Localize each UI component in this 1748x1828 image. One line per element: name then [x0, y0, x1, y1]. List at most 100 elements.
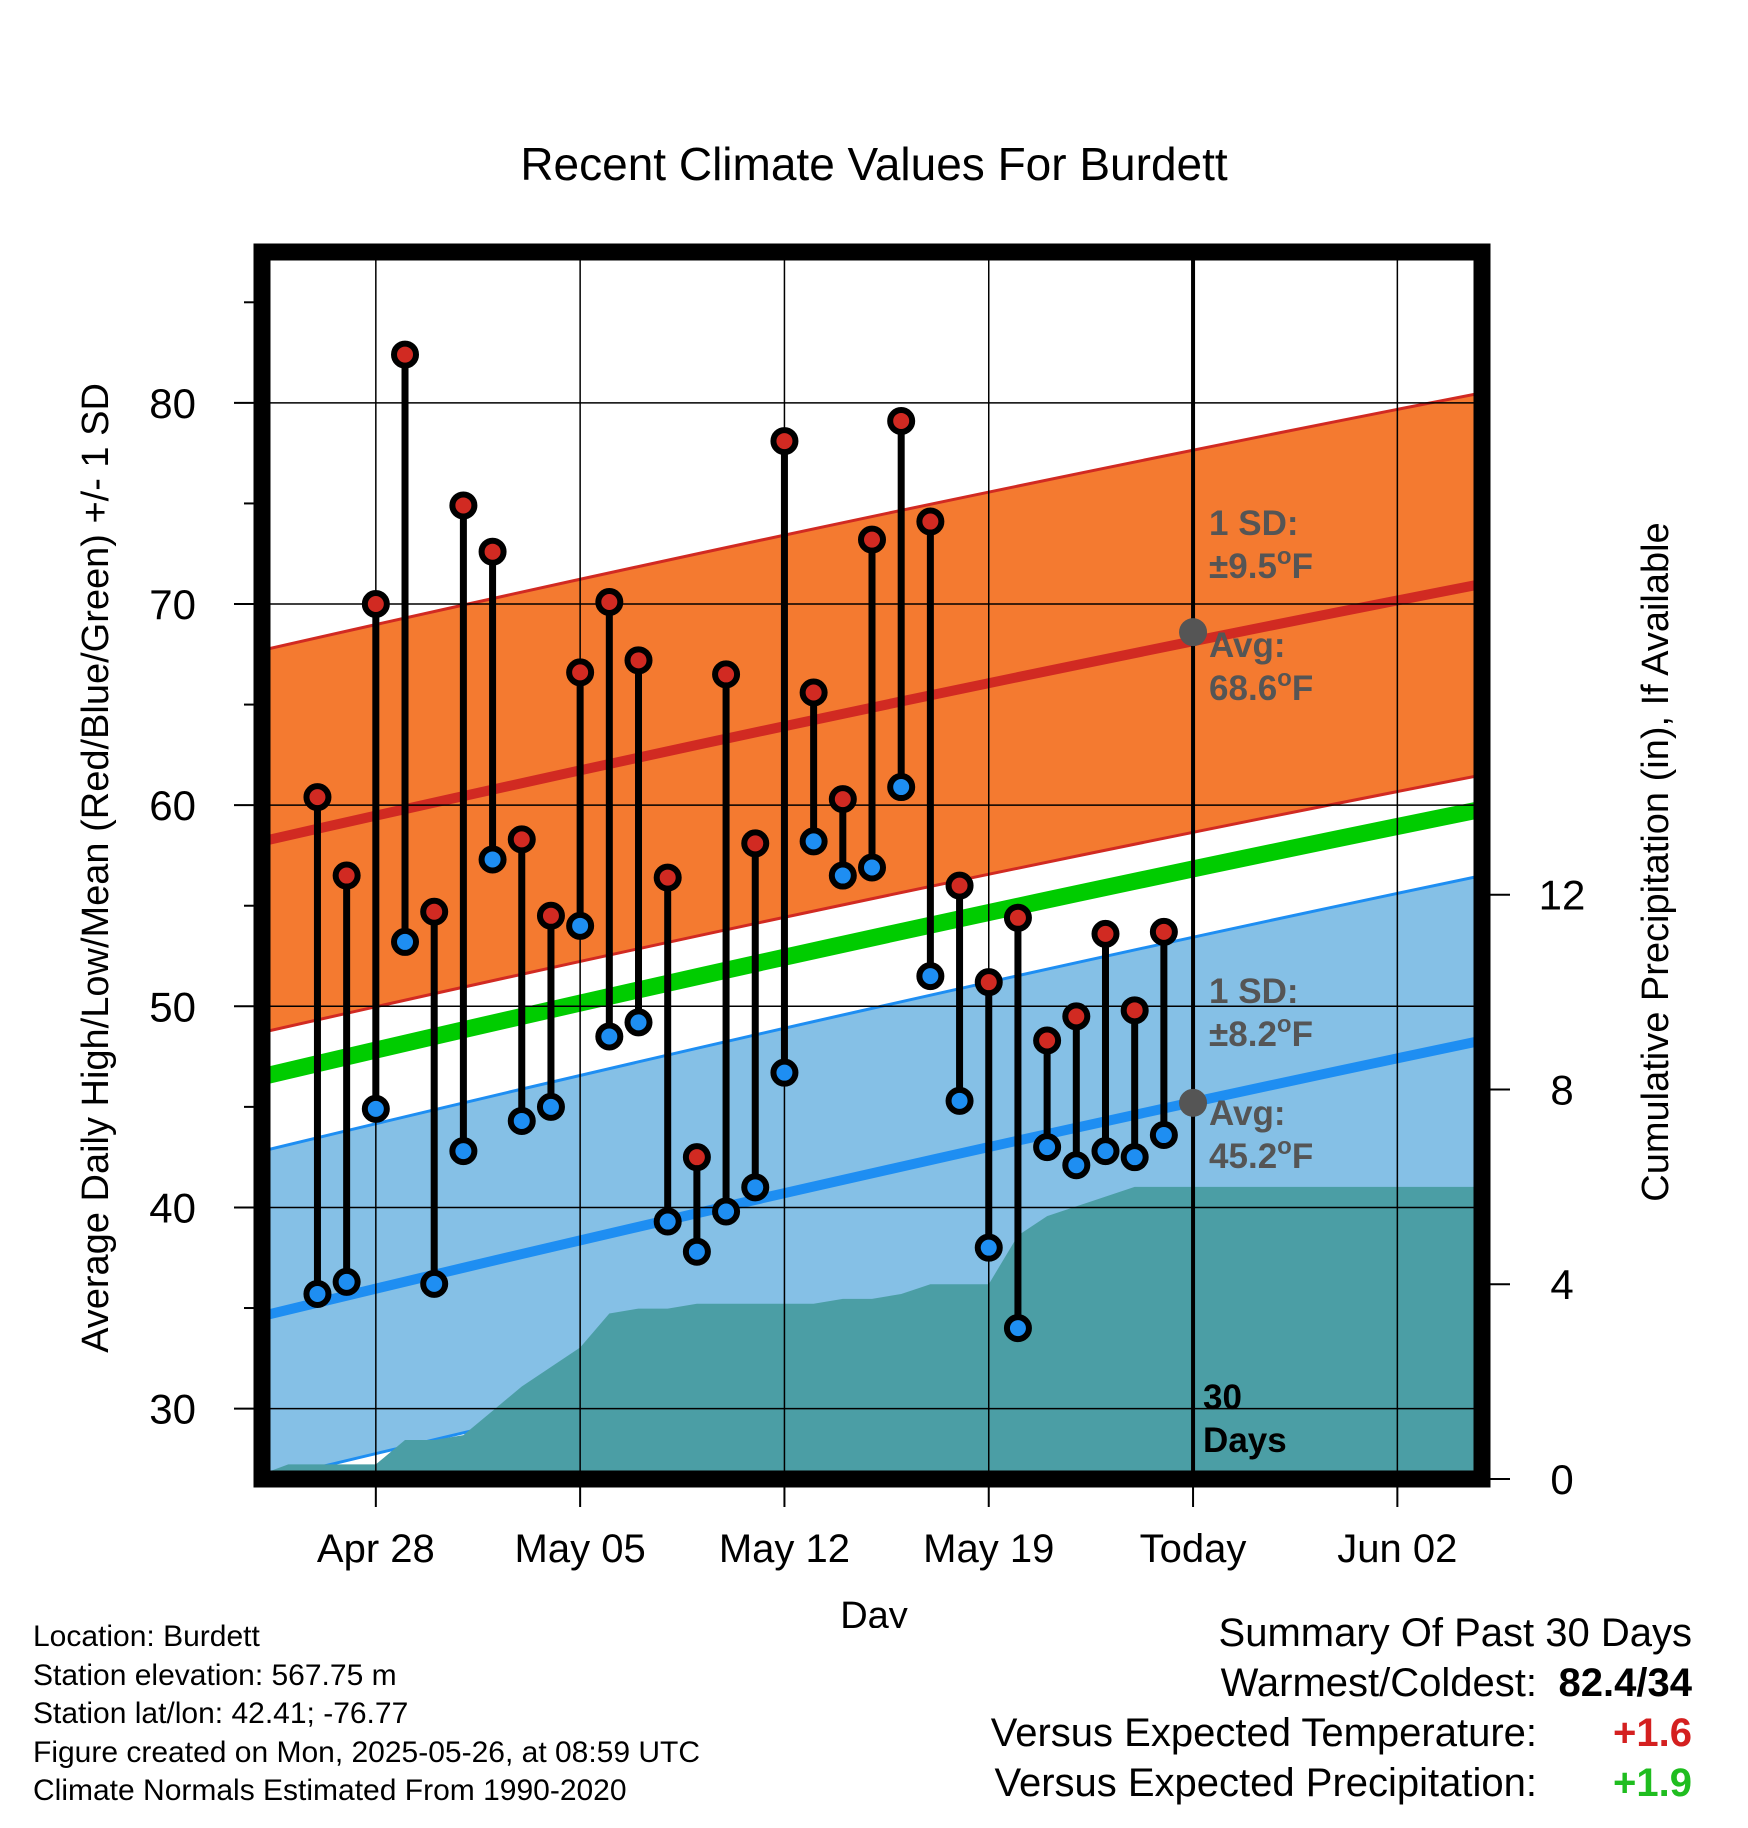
daily-high-point: [1062, 1002, 1091, 1031]
summary-title: Summary Of Past 30 Days: [1218, 1611, 1692, 1655]
y-tick-label: 70: [149, 581, 196, 628]
daily-low-point: [507, 1106, 536, 1135]
daily-low-point: [770, 1058, 799, 1087]
high-avg-value: 68.6oF: [1209, 665, 1313, 708]
precip-area: [262, 1186, 1482, 1479]
daily-high-point: [566, 658, 595, 687]
mean-normal-line: [262, 800, 1482, 1085]
daily-high-point: [945, 871, 974, 900]
low-avg-value: 45.2oF: [1209, 1133, 1313, 1176]
x-tick-label: May 19: [923, 1527, 1054, 1571]
today-high-avg-marker: [1179, 618, 1208, 647]
daily-high-point: [303, 783, 332, 812]
high-sd-value: ±9.5oF: [1209, 543, 1313, 586]
y2-tick-label: 12: [1539, 872, 1586, 919]
x-tick-label: Apr 28: [317, 1527, 435, 1571]
daily-low-point: [945, 1086, 974, 1115]
x-axis-label: Day: [840, 1595, 908, 1628]
y-axis-label: Average Daily High/Low/Mean (Red/Blue/Gr…: [75, 383, 117, 1353]
y-tick-label: 50: [149, 983, 196, 1030]
warmest-coldest-value: 82.4/34: [1558, 1661, 1692, 1705]
daily-low-point: [916, 962, 945, 991]
daily-low-point: [478, 845, 507, 874]
created-text: Figure created on Mon, 2025-05-26, at 08…: [33, 1735, 701, 1769]
daily-low-point: [1033, 1133, 1062, 1162]
precip-vs-expected-label: Versus Expected Precipitation:: [994, 1761, 1537, 1805]
daily-high-point: [1091, 919, 1120, 948]
y-tick-label: 40: [149, 1184, 196, 1231]
daily-high-point: [361, 590, 390, 619]
daily-low-point: [391, 927, 420, 956]
y2-axis-label: Cumulative Precipitation (in), If Availa…: [1635, 522, 1677, 1201]
plot-frame: [253, 243, 1491, 1488]
daily-low-point: [420, 1269, 449, 1298]
daily-high-point: [1120, 996, 1149, 1025]
daily-low-point: [536, 1092, 565, 1121]
daily-high-point: [391, 340, 420, 369]
daily-high-point: [1033, 1026, 1062, 1055]
daily-high-point: [916, 507, 945, 536]
daily-low-point: [449, 1137, 478, 1166]
chart-title: Recent Climate Values For Burdett: [520, 138, 1228, 190]
daily-high-point: [1003, 903, 1032, 932]
climate-chart: Recent Climate Values For Burdett Averag…: [75, 138, 1677, 1628]
daily-low-point: [1120, 1143, 1149, 1172]
summary-panel: Summary Of Past 30 Days Warmest/Coldest:…: [991, 1608, 1692, 1808]
high-sd-label: 1 SD:: [1209, 504, 1298, 543]
daily-low-point: [1149, 1121, 1178, 1150]
daily-high-point: [770, 427, 799, 456]
days-word-label: Days: [1203, 1421, 1287, 1460]
daily-high-point: [1149, 917, 1178, 946]
daily-high-point: [712, 660, 741, 689]
high-avg-label: Avg:: [1209, 626, 1285, 665]
daily-high-point: [332, 861, 361, 890]
low-avg-label: Avg:: [1209, 1094, 1285, 1133]
daily-high-point: [858, 525, 886, 554]
daily-low-point: [974, 1233, 1003, 1262]
precip-vs-expected-value: +1.9: [1613, 1761, 1692, 1805]
x-tick-label: May 12: [719, 1527, 850, 1571]
daily-high-point: [536, 901, 565, 930]
daily-low-point: [1003, 1314, 1032, 1343]
y2-tick-label: 8: [1550, 1066, 1573, 1113]
daily-low-point: [799, 827, 828, 856]
daily-low-point: [887, 773, 916, 802]
y2-tick-label: 0: [1550, 1456, 1573, 1503]
daily-high-point: [478, 537, 507, 566]
daily-low-point: [595, 1022, 624, 1051]
location-text: Location: Burdett: [33, 1620, 260, 1653]
daily-low-point: [682, 1237, 711, 1266]
daily-low-point: [361, 1094, 390, 1123]
daily-high-point: [595, 587, 624, 616]
daily-high-point: [741, 829, 770, 858]
low-sd-value: ±8.2oF: [1209, 1011, 1313, 1054]
low-normal-upper-sd-line: [262, 874, 1482, 1153]
daily-low-point: [1062, 1151, 1091, 1180]
daily-high-point: [507, 825, 536, 854]
daily-high-point: [420, 897, 449, 926]
station-info: Location: Burdett Station elevation: 567…: [33, 1618, 700, 1811]
high-normal-lower-sd-line: [262, 773, 1482, 1034]
temp-vs-expected-label: Versus Expected Temperature:: [990, 1711, 1537, 1755]
high-normal-upper-sd-line: [262, 391, 1482, 652]
latlon-text: Station lat/lon: 42.41; -76.77: [33, 1697, 409, 1730]
x-tick-label: May 05: [515, 1527, 646, 1571]
warmest-coldest-label: Warmest/Coldest:: [1220, 1661, 1537, 1705]
elevation-text: Station elevation: 567.75 m: [33, 1658, 397, 1692]
daily-high-point: [799, 678, 828, 707]
daily-low-point: [828, 861, 857, 890]
y2-tick-label: 4: [1550, 1261, 1573, 1308]
x-tick-label: Jun 02: [1337, 1527, 1457, 1571]
daily-high-point: [828, 785, 857, 814]
y-tick-label: 80: [149, 380, 196, 427]
daily-low-point: [653, 1207, 682, 1236]
normals-text: Climate Normals Estimated From 1990-2020: [33, 1774, 627, 1807]
daily-high-point: [887, 406, 916, 435]
temp-vs-expected-value: +1.6: [1613, 1711, 1692, 1755]
daily-low-point: [566, 911, 595, 940]
daily-high-point: [624, 646, 653, 675]
daily-low-point: [741, 1173, 770, 1202]
y-tick-label: 60: [149, 782, 196, 829]
x-tick-label: Today: [1140, 1527, 1247, 1571]
days-count-label: 30: [1203, 1378, 1242, 1417]
